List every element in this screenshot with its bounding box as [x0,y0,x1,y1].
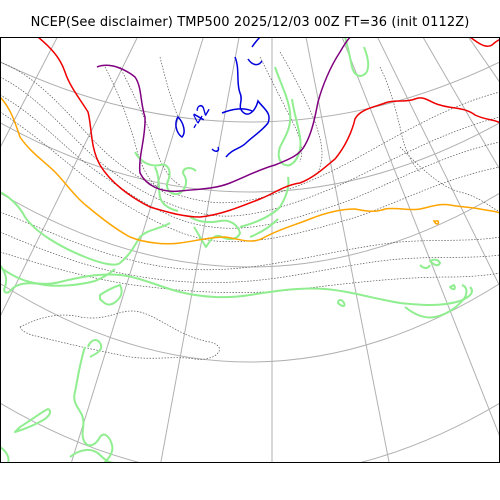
latitude-circle [0,192,500,268]
latitude-circle [0,402,500,463]
latitude-circle [0,282,500,363]
weather-map: -42 [0,37,500,463]
coastline [0,266,473,306]
graticule [0,37,500,463]
coastline [344,37,370,77]
isotherm-blue [175,37,270,158]
isotherm-orange [0,96,500,245]
coastline [274,66,302,167]
coastline [429,258,441,267]
coastline [419,264,431,269]
coastline [14,408,52,433]
coastline [0,191,171,266]
meridian [376,37,500,288]
map-title: NCEP(See disclaimer) TMP500 2025/12/03 0… [30,15,470,30]
isotherm-red [37,37,500,218]
isotherm-orange [432,220,440,225]
map-background [0,37,500,463]
coastline [99,284,123,306]
isotherm-red [469,37,500,48]
isotherm-purple [96,37,352,193]
coastline [154,166,179,212]
meridian [341,37,500,438]
meridian [0,37,58,149]
meridian [305,37,390,463]
coastline [0,264,116,294]
coastline [87,339,103,358]
coastline [0,446,10,463]
latitude-circle [0,121,500,193]
meridian [160,37,240,463]
coastline [404,284,468,319]
coastline [73,346,114,463]
meridian [70,37,204,463]
meridian [467,37,500,84]
latitude-circle [0,61,500,123]
coastline [249,218,279,238]
coastline [337,299,346,307]
coastline [449,284,456,291]
